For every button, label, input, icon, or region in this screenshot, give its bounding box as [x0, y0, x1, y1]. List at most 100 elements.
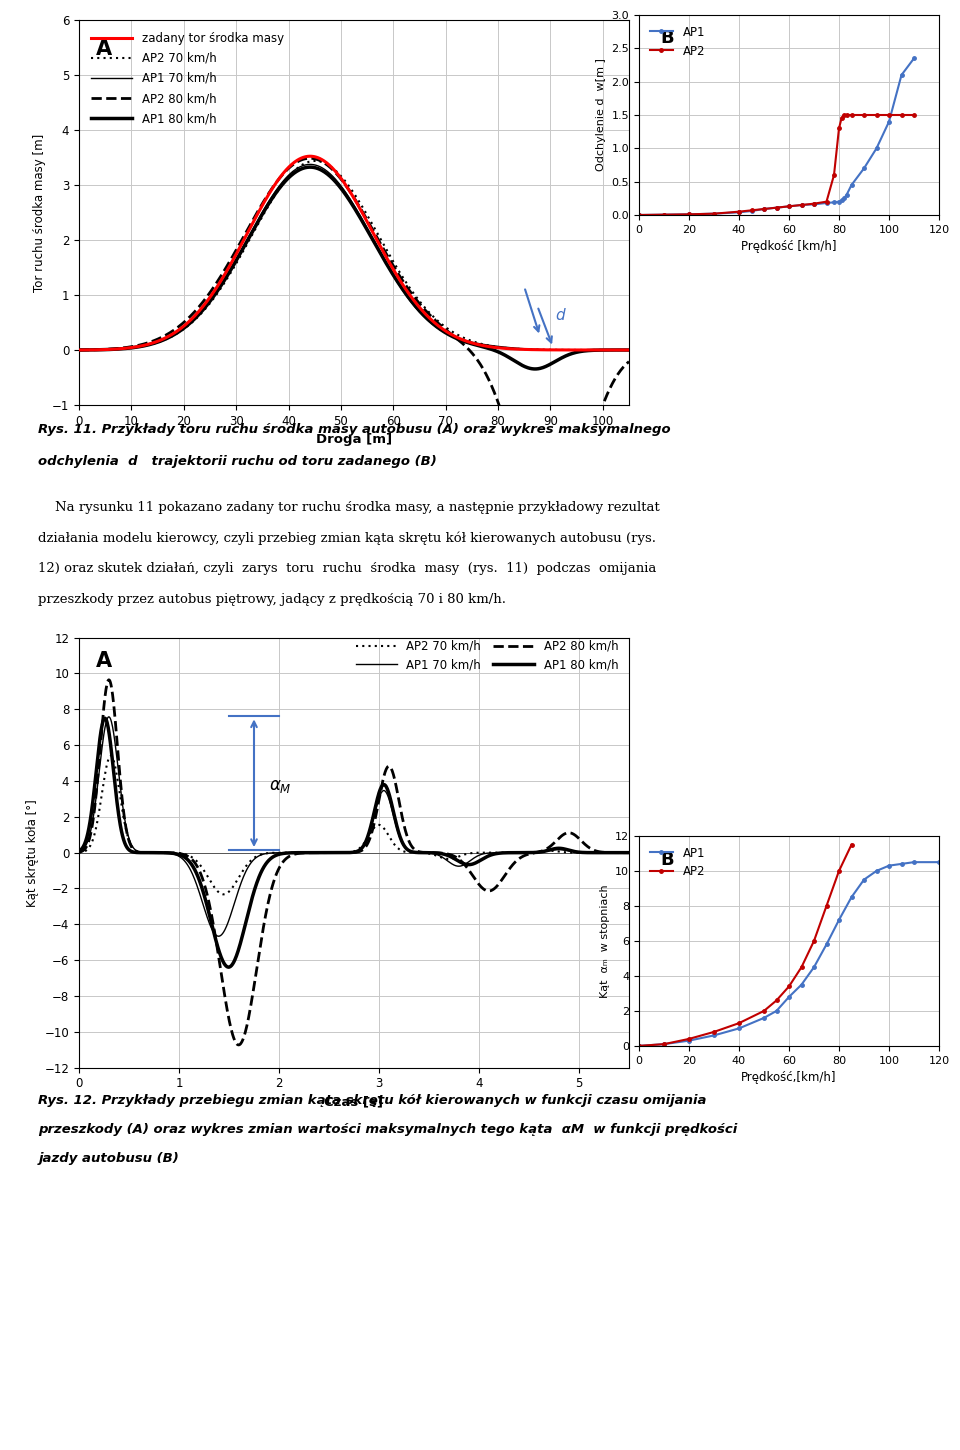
AP2 — [746, 202, 757, 219]
AP1 — [758, 1009, 770, 1027]
AP1 — [858, 160, 870, 177]
AP1 — [708, 1027, 720, 1044]
AP2 — [634, 206, 645, 223]
Text: przeszkody (A) oraz wykres zmian wartości maksymalnych tego kąta  αM  w funkcji : przeszkody (A) oraz wykres zmian wartośc… — [38, 1122, 737, 1135]
X-axis label: Prędkość,[km/h]: Prędkość,[km/h] — [741, 1072, 837, 1085]
AP2 — [783, 197, 795, 215]
Legend: AP2 70 km/h, AP1 70 km/h, AP2 80 km/h, AP1 80 km/h: AP2 70 km/h, AP1 70 km/h, AP2 80 km/h, A… — [351, 635, 623, 676]
AP1 — [836, 191, 848, 209]
Text: 12) oraz skutek działań, czyli  zarys  toru  ruchu  środka  masy  (rys.  11)  po: 12) oraz skutek działań, czyli zarys tor… — [38, 563, 657, 576]
AP1 — [808, 196, 820, 213]
AP2 — [836, 110, 848, 128]
AP2 — [821, 193, 832, 210]
AP2 — [733, 203, 745, 220]
Line: AP1: AP1 — [637, 860, 941, 1048]
AP2 — [808, 932, 820, 950]
Text: Na rysunku 11 pokazano zadany tor ruchu środka masy, a następnie przykładowy rez: Na rysunku 11 pokazano zadany tor ruchu … — [38, 502, 660, 515]
AP1 — [828, 194, 840, 212]
AP1 — [908, 49, 920, 67]
AP2 — [828, 167, 840, 184]
AP1 — [758, 200, 770, 218]
AP2 — [846, 837, 857, 854]
X-axis label: Droga [m]: Droga [m] — [316, 434, 392, 447]
AP1 — [883, 857, 895, 874]
Y-axis label: Kąt  αₘ  w stopniach: Kąt αₘ w stopniach — [600, 884, 610, 998]
AP2 — [841, 106, 852, 123]
AP2 — [771, 199, 782, 216]
AP1 — [908, 854, 920, 871]
AP1 — [684, 206, 695, 223]
AP2 — [846, 106, 857, 123]
AP1 — [821, 935, 832, 953]
AP2 — [733, 1015, 745, 1032]
AP2 — [833, 863, 845, 880]
AP2 — [858, 106, 870, 123]
AP2 — [659, 206, 670, 223]
Text: jazdy autobusu (B): jazdy autobusu (B) — [38, 1151, 180, 1164]
AP2 — [684, 206, 695, 223]
AP1 — [871, 863, 882, 880]
AP2 — [821, 898, 832, 915]
Y-axis label: Tor ruchu środka masy [m]: Tor ruchu środka masy [m] — [34, 133, 46, 291]
Text: B: B — [660, 29, 674, 46]
AP2 — [871, 106, 882, 123]
AP1 — [933, 854, 945, 871]
AP2 — [883, 106, 895, 123]
AP1 — [846, 889, 857, 906]
Text: działania modelu kierowcy, czyli przebieg zmian kąta skrętu kół kierowanych auto: działania modelu kierowcy, czyli przebie… — [38, 531, 657, 545]
AP2 — [659, 1035, 670, 1053]
Legend: zadany tor środka masy, AP2 70 km/h, AP1 70 km/h, AP2 80 km/h, AP1 80 km/h: zadany tor środka masy, AP2 70 km/h, AP1… — [84, 26, 290, 130]
AP1 — [733, 1019, 745, 1037]
AP1 — [783, 989, 795, 1006]
AP1 — [771, 199, 782, 216]
AP1 — [841, 186, 852, 203]
AP2 — [771, 992, 782, 1009]
Text: A: A — [95, 39, 111, 59]
AP1 — [659, 206, 670, 223]
Legend: AP1, AP2: AP1, AP2 — [645, 842, 709, 883]
X-axis label: Prędkość [km/h]: Prędkość [km/h] — [741, 241, 837, 254]
AP2 — [838, 106, 850, 123]
AP2 — [758, 1002, 770, 1019]
AP1 — [896, 856, 907, 873]
AP1 — [796, 976, 807, 993]
AP1 — [808, 958, 820, 976]
AP1 — [838, 190, 850, 207]
AP1 — [883, 113, 895, 130]
AP1 — [821, 194, 832, 212]
AP2 — [783, 977, 795, 995]
AP1 — [708, 204, 720, 222]
AP1 — [846, 177, 857, 194]
Legend: AP1, AP2: AP1, AP2 — [645, 20, 709, 62]
AP1 — [659, 1035, 670, 1053]
AP2 — [708, 204, 720, 222]
AP1 — [796, 196, 807, 213]
Text: Rys. 11. Przykłady toru ruchu środka masy autobusu (A) oraz wykres maksymalnego: Rys. 11. Przykłady toru ruchu środka mas… — [38, 423, 671, 436]
Text: $\alpha_M$: $\alpha_M$ — [269, 777, 292, 795]
AP1 — [833, 911, 845, 928]
Text: przeszkody przez autobus piętrowy, jadący z prędkością 70 i 80 km/h.: przeszkody przez autobus piętrowy, jadąc… — [38, 593, 507, 606]
AP1 — [684, 1032, 695, 1050]
Text: A: A — [95, 651, 111, 670]
Y-axis label: Kąt skrętu koła [°]: Kąt skrętu koła [°] — [26, 799, 38, 906]
Line: AP1: AP1 — [637, 57, 916, 216]
AP1 — [733, 203, 745, 220]
AP2 — [796, 958, 807, 976]
Text: odchylenia  d   trajektorii ruchu od toru zadanego (B): odchylenia d trajektorii ruchu od toru z… — [38, 455, 437, 468]
AP2 — [908, 106, 920, 123]
Text: Rys. 12. Przykłady przebiegu zmian kąta skrętu kół kierowanych w funkcji czasu o: Rys. 12. Przykłady przebiegu zmian kąta … — [38, 1093, 707, 1106]
AP2 — [833, 120, 845, 138]
AP1 — [896, 67, 907, 84]
AP1 — [634, 206, 645, 223]
AP2 — [708, 1024, 720, 1041]
AP2 — [634, 1037, 645, 1054]
AP2 — [684, 1030, 695, 1047]
AP1 — [833, 193, 845, 210]
AP1 — [634, 1037, 645, 1054]
AP1 — [771, 1002, 782, 1019]
AP1 — [871, 139, 882, 157]
Text: B: B — [660, 851, 674, 869]
Y-axis label: Odchylenie d  w[m ]: Odchylenie d w[m ] — [596, 58, 606, 171]
AP2 — [796, 196, 807, 213]
AP2 — [896, 106, 907, 123]
